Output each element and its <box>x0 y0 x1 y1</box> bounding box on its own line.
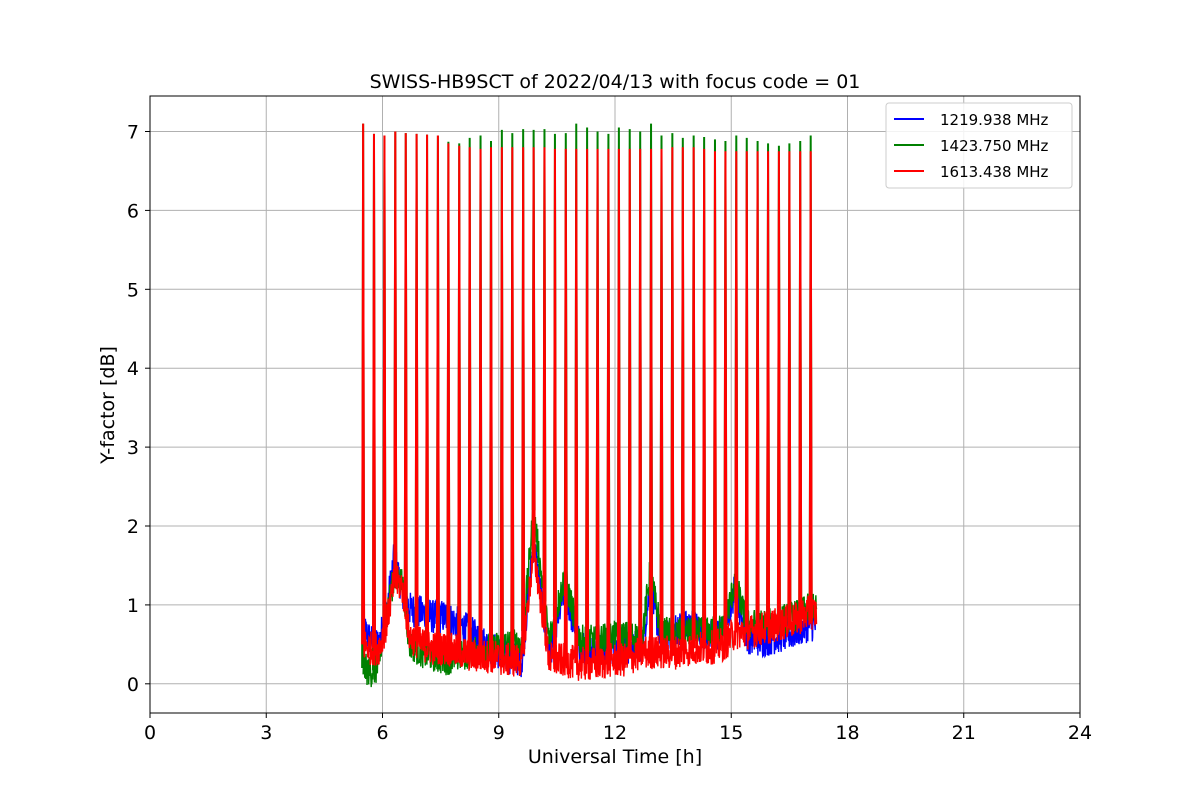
calibration-spike <box>659 148 664 653</box>
calibration-spike <box>808 151 813 613</box>
y-tick-label: 1 <box>127 595 139 617</box>
calibration-spike <box>649 148 654 653</box>
y-tick-label: 3 <box>127 437 139 459</box>
calibration-spike <box>446 143 451 650</box>
y-tick-label: 2 <box>127 516 139 538</box>
calibration-spike <box>616 148 621 661</box>
calibration-spike <box>531 147 536 550</box>
x-tick-label: 12 <box>603 722 627 744</box>
y-axis: 0 1 2 3 4 5 6 7 <box>127 122 150 696</box>
x-tick-label: 21 <box>952 722 976 744</box>
calibration-spike <box>712 151 717 647</box>
calibration-spike <box>489 147 493 657</box>
calibration-spike <box>585 148 590 665</box>
legend-label: 1219.938 MHz <box>940 111 1049 129</box>
series-1613-mhz <box>361 123 818 681</box>
x-axis: 0 3 6 9 12 15 18 21 24 <box>144 713 1092 744</box>
x-tick-label: 6 <box>376 722 388 744</box>
calibration-spike <box>382 135 387 631</box>
calibration-spike <box>627 148 632 659</box>
legend-label: 1613.438 MHz <box>940 163 1049 181</box>
calibration-spike <box>478 148 483 657</box>
calibration-spike <box>574 148 579 664</box>
calibration-spike <box>734 151 739 633</box>
y-axis-label: Y-factor [dB] <box>97 346 119 465</box>
legend-label: 1423.750 MHz <box>940 137 1049 155</box>
calibration-spike <box>403 133 408 611</box>
calibration-spike <box>499 147 504 659</box>
calibration-spike <box>680 147 685 651</box>
calibration-spike <box>542 147 547 628</box>
y-tick-label: 5 <box>127 279 139 301</box>
calibration-spike <box>606 148 611 661</box>
calibration-spike <box>371 133 376 649</box>
x-tick-label: 3 <box>260 722 272 744</box>
calibration-spike <box>670 147 675 653</box>
chart-title: SWISS-HB9SCT of 2022/04/13 with focus co… <box>370 71 861 93</box>
x-tick-label: 0 <box>144 722 156 744</box>
calibration-spike <box>702 148 707 649</box>
calibration-spike <box>776 151 781 625</box>
calibration-spike <box>723 151 728 643</box>
calibration-spike <box>552 148 557 661</box>
plot-area <box>361 123 818 688</box>
x-tick-label: 18 <box>835 722 859 744</box>
calibration-spike <box>595 148 600 664</box>
calibration-spike <box>766 151 771 628</box>
calibration-spike <box>361 123 366 645</box>
y-tick-label: 6 <box>127 200 139 222</box>
x-axis-label: Universal Time [h] <box>528 746 702 768</box>
legend: 1219.938 MHz 1423.750 MHz 1613.438 MHz <box>885 102 1073 189</box>
y-tick-label: 7 <box>127 122 139 144</box>
legend-box <box>885 102 1073 189</box>
x-tick-label: 24 <box>1068 722 1092 744</box>
calibration-spike <box>787 151 792 622</box>
calibration-spike <box>755 151 760 630</box>
calibration-spike <box>510 147 515 661</box>
calibration-spike <box>467 147 472 655</box>
calibration-spike <box>435 135 440 649</box>
calibration-spike <box>744 151 749 633</box>
calibration-spike <box>425 134 430 647</box>
calibration-spike <box>521 147 526 650</box>
calibration-spike <box>393 131 398 582</box>
y-tick-label: 4 <box>127 358 139 380</box>
calibration-spike <box>691 147 696 649</box>
series-trace <box>362 506 818 688</box>
calibration-spike <box>457 145 462 653</box>
calibration-spike <box>414 133 419 642</box>
calibration-spike <box>563 148 568 661</box>
x-tick-label: 15 <box>719 722 743 744</box>
y-tick-label: 0 <box>127 674 139 696</box>
x-tick-label: 9 <box>493 722 505 744</box>
calibration-spike <box>798 151 803 618</box>
calibration-spike <box>638 148 643 654</box>
